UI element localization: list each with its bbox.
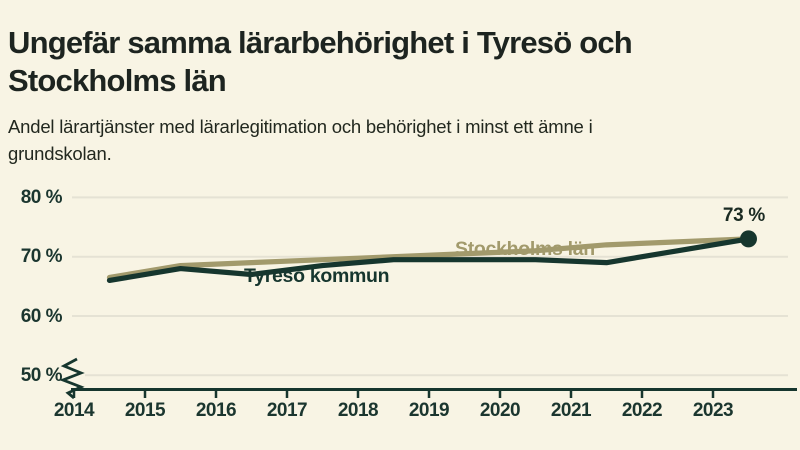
chart-subtitle: Andel lärartjänster med lärarlegitimatio… (8, 113, 788, 167)
x-tick-label-2017: 2017 (266, 400, 308, 421)
series-label-tyreso-kommun: Tyresö kommun (244, 265, 390, 287)
page-title: Ungefär samma lärarbehörighet i Tyresö o… (8, 24, 796, 100)
y-tick-label-70: 70 % (20, 246, 63, 268)
y-tick-label-80: 80 % (20, 186, 63, 208)
x-tick-label-2014: 2014 (53, 400, 95, 421)
y-tick-label-60: 60 % (20, 305, 63, 327)
x-tick-label-2022: 2022 (621, 400, 663, 421)
gridlines (72, 196, 788, 377)
chart-subtitle-line1: Andel lärartjänster med lärarlegitimatio… (8, 115, 593, 137)
end-point-dot (740, 230, 757, 248)
axis-break-squiggle (59, 357, 85, 400)
x-axis (71, 388, 797, 398)
y-tick-label-50: 50 % (20, 364, 63, 386)
x-tick-label-2020: 2020 (479, 400, 521, 421)
x-tick-label-2019: 2019 (408, 400, 450, 421)
x-tick-label-2015: 2015 (124, 400, 166, 421)
page-title-line2: Stockholms län (8, 62, 227, 98)
data-series-lines (106, 236, 752, 284)
x-tick-label-2018: 2018 (337, 400, 379, 421)
x-tick-label-2016: 2016 (195, 400, 237, 421)
end-value-label: 73 % (722, 205, 765, 226)
x-tick-label-2023: 2023 (692, 400, 734, 421)
x-tick-label-2021: 2021 (550, 400, 592, 421)
line-tyres-kommun (106, 236, 752, 284)
series-label-stockholms-lan: Stockholms län (455, 238, 595, 260)
page-title-line1: Ungefär samma lärarbehörighet i Tyresö o… (8, 24, 633, 60)
chart-subtitle-line2: grundskolan. (8, 142, 112, 164)
line-stockholms-l-n (106, 236, 752, 281)
end-point-marker (740, 230, 757, 248)
